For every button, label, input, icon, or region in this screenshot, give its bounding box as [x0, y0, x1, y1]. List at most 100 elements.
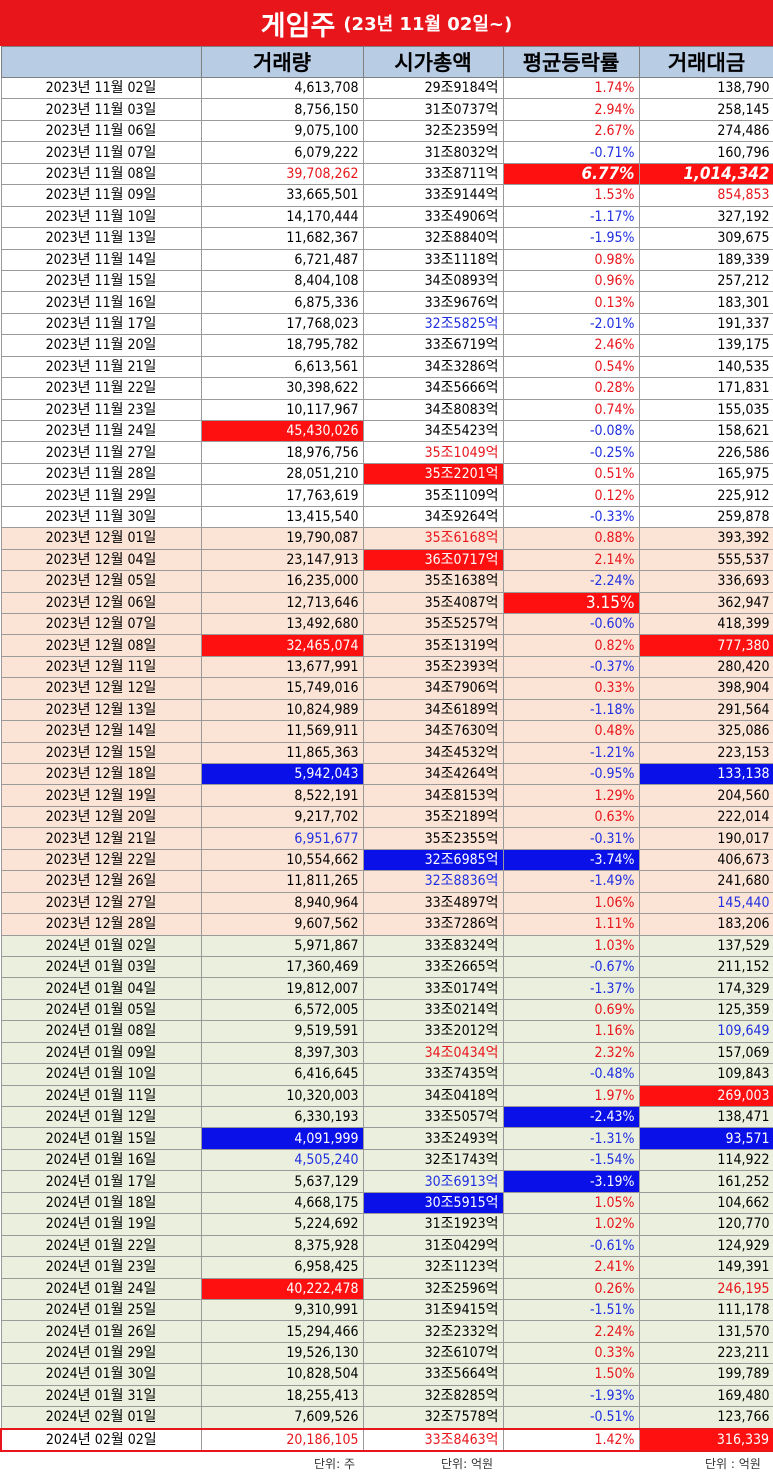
cell-market-cap: 34조0893억: [362, 269, 504, 293]
cell-date: 2023년 11월 15일: [0, 269, 202, 293]
cell-trade-amount: 327,192: [638, 205, 773, 229]
cell-trade-amount: 406,673: [638, 848, 773, 872]
cell-market-cap: 35조5257억: [362, 612, 504, 636]
table-row: 2024년 01월 04일 19,812,007 33조0174억 -1.37% 174…: [0, 977, 773, 1000]
cell-trade-amount: 109,649: [638, 1020, 773, 1043]
cell-volume: 16,235,000: [200, 570, 364, 593]
cell-trade-amount: 336,693: [638, 570, 773, 593]
cell-trade-amount: 137,529: [638, 934, 773, 957]
cell-market-cap: 31조9415억: [362, 1298, 504, 1322]
table-row: 2024년 01월 08일 9,519,591 33조2012억 1.16% 109,6…: [0, 1020, 773, 1043]
cell-volume: 17,768,023: [200, 312, 364, 336]
table-row: 2023년 11월 14일 6,721,487 33조1118억 0.98% 189,3…: [0, 248, 773, 271]
cell-market-cap: 36조0717억: [362, 548, 504, 572]
cell-date: 2023년 12월 26일: [0, 870, 202, 893]
cell-trade-amount: 109,843: [638, 1063, 773, 1086]
cell-market-cap: 30조6913억: [362, 1170, 504, 1193]
cell-avg-change: 0.63%: [502, 805, 640, 829]
cell-avg-change: 1.42%: [502, 1427, 640, 1453]
table-row: 2024년 01월 15일 4,091,999 33조2493억 -1.31% 93,5…: [0, 1127, 773, 1150]
cell-avg-change: 0.51%: [502, 462, 640, 486]
cell-date: 2024년 01월 31일: [0, 1384, 202, 1408]
cell-date: 2023년 11월 06일: [0, 119, 202, 143]
cell-market-cap: 32조2596억: [362, 1277, 504, 1300]
cell-trade-amount: 398,904: [638, 677, 773, 700]
table-row: 2023년 11월 09일 33,665,501 33조9144억 1.53% 854,…: [0, 184, 773, 207]
cell-avg-change: -0.60%: [502, 612, 640, 636]
title-main: 게임주: [260, 10, 336, 42]
cell-trade-amount: 223,153: [638, 741, 773, 765]
cell-market-cap: 32조8285억: [362, 1384, 504, 1408]
cell-date: 2023년 11월 23일: [0, 398, 202, 422]
cell-volume: 8,404,108: [200, 269, 364, 293]
table-row: 2024년 01월 23일 6,958,425 32조1123억 2.41% 149,3…: [0, 1256, 773, 1279]
table-row: 2023년 12월 01일 19,790,087 35조6168억 0.88% 393,…: [0, 527, 773, 550]
cell-avg-change: 0.28%: [502, 377, 640, 400]
cell-market-cap: 33조4897억: [362, 891, 504, 915]
cell-volume: 6,416,645: [200, 1063, 364, 1086]
cell-avg-change: 1.53%: [502, 184, 640, 207]
cell-market-cap: 32조1743억: [362, 1148, 504, 1172]
cell-volume: 8,375,928: [200, 1234, 364, 1258]
cell-trade-amount: 257,212: [638, 269, 773, 293]
table-row: 2023년 11월 20일 18,795,782 33조6719억 2.46% 139,…: [0, 334, 773, 357]
cell-volume: 6,330,193: [200, 1105, 364, 1129]
cell-market-cap: 34조6189억: [362, 698, 504, 722]
table-row: 2024년 01월 25일 9,310,991 31조9415억 -1.51% 111,…: [0, 1298, 773, 1322]
cell-market-cap: 35조1049억: [362, 441, 504, 464]
cell-volume: 12,713,646: [200, 591, 364, 614]
cell-volume: 6,875,336: [200, 291, 364, 314]
cell-avg-change: -0.33%: [502, 505, 640, 529]
cell-avg-change: 1.16%: [502, 1020, 640, 1043]
cell-avg-change: 0.33%: [502, 1341, 640, 1365]
cell-market-cap: 34조9264억: [362, 505, 504, 529]
cell-avg-change: -0.37%: [502, 655, 640, 679]
cell-trade-amount: 246,195: [638, 1277, 773, 1300]
cell-volume: 8,397,303: [200, 1041, 364, 1065]
cell-date: 2024년 01월 19일: [0, 1213, 202, 1236]
cell-avg-change: -1.51%: [502, 1298, 640, 1322]
cell-trade-amount: 225,912: [638, 484, 773, 507]
header-market-cap: 시가총액: [362, 46, 504, 78]
cell-trade-amount: 269,003: [638, 1084, 773, 1108]
cell-date: 2023년 12월 14일: [0, 720, 202, 743]
cell-market-cap: 34조4532억: [362, 741, 504, 765]
cell-avg-change: 1.29%: [502, 784, 640, 807]
cell-volume: 10,320,003: [200, 1084, 364, 1108]
table-row: 2024년 01월 24일 40,222,478 32조2596억 0.26% 246,…: [0, 1277, 773, 1300]
cell-date: 2023년 12월 27일: [0, 891, 202, 915]
cell-market-cap: 32조6985억: [362, 848, 504, 872]
cell-volume: 23,147,913: [200, 548, 364, 572]
cell-date: 2023년 11월 24일: [0, 419, 202, 443]
cell-volume: 6,572,005: [200, 998, 364, 1022]
cell-avg-change: 1.97%: [502, 1084, 640, 1108]
cell-avg-change: 1.50%: [502, 1363, 640, 1386]
table-row: 2023년 12월 06일 12,713,646 35조4087억 3.15% 362,…: [0, 591, 773, 614]
cell-market-cap: 33조5057억: [362, 1105, 504, 1129]
cell-volume: 15,749,016: [200, 677, 364, 700]
table-row: 2024년 01월 10일 6,416,645 33조7435억 -0.48% 109,…: [0, 1063, 773, 1086]
cell-trade-amount: 120,770: [638, 1213, 773, 1236]
cell-volume: 11,682,367: [200, 227, 364, 250]
cell-date: 2023년 12월 06일: [0, 591, 202, 614]
cell-date: 2024년 01월 12일: [0, 1105, 202, 1129]
cell-volume: 13,677,991: [200, 655, 364, 679]
cell-trade-amount: 241,680: [638, 870, 773, 893]
cell-date: 2024년 01월 02일: [0, 934, 202, 957]
cell-market-cap: 29조9184억: [362, 76, 504, 100]
cell-avg-change: -0.67%: [502, 955, 640, 979]
table-row: 2023년 11월 06일 9,075,100 32조2359억 2.67% 274,4…: [0, 119, 773, 143]
cell-date: 2023년 11월 02일: [0, 76, 202, 100]
cell-date: 2023년 12월 20일: [0, 805, 202, 829]
cell-market-cap: 32조8840억: [362, 227, 504, 250]
cell-avg-change: 0.82%: [502, 634, 640, 657]
cell-avg-change: 0.13%: [502, 291, 640, 314]
cell-market-cap: 33조2012억: [362, 1020, 504, 1043]
cell-date: 2023년 12월 07일: [0, 612, 202, 636]
cell-volume: 6,613,561: [200, 355, 364, 379]
table-row: 2023년 11월 13일 11,682,367 32조8840억 -1.95% 309…: [0, 227, 773, 250]
cell-date: 2024년 01월 22일: [0, 1234, 202, 1258]
cell-date: 2023년 11월 30일: [0, 505, 202, 529]
cell-avg-change: 0.98%: [502, 248, 640, 271]
cell-market-cap: 33조9676억: [362, 291, 504, 314]
